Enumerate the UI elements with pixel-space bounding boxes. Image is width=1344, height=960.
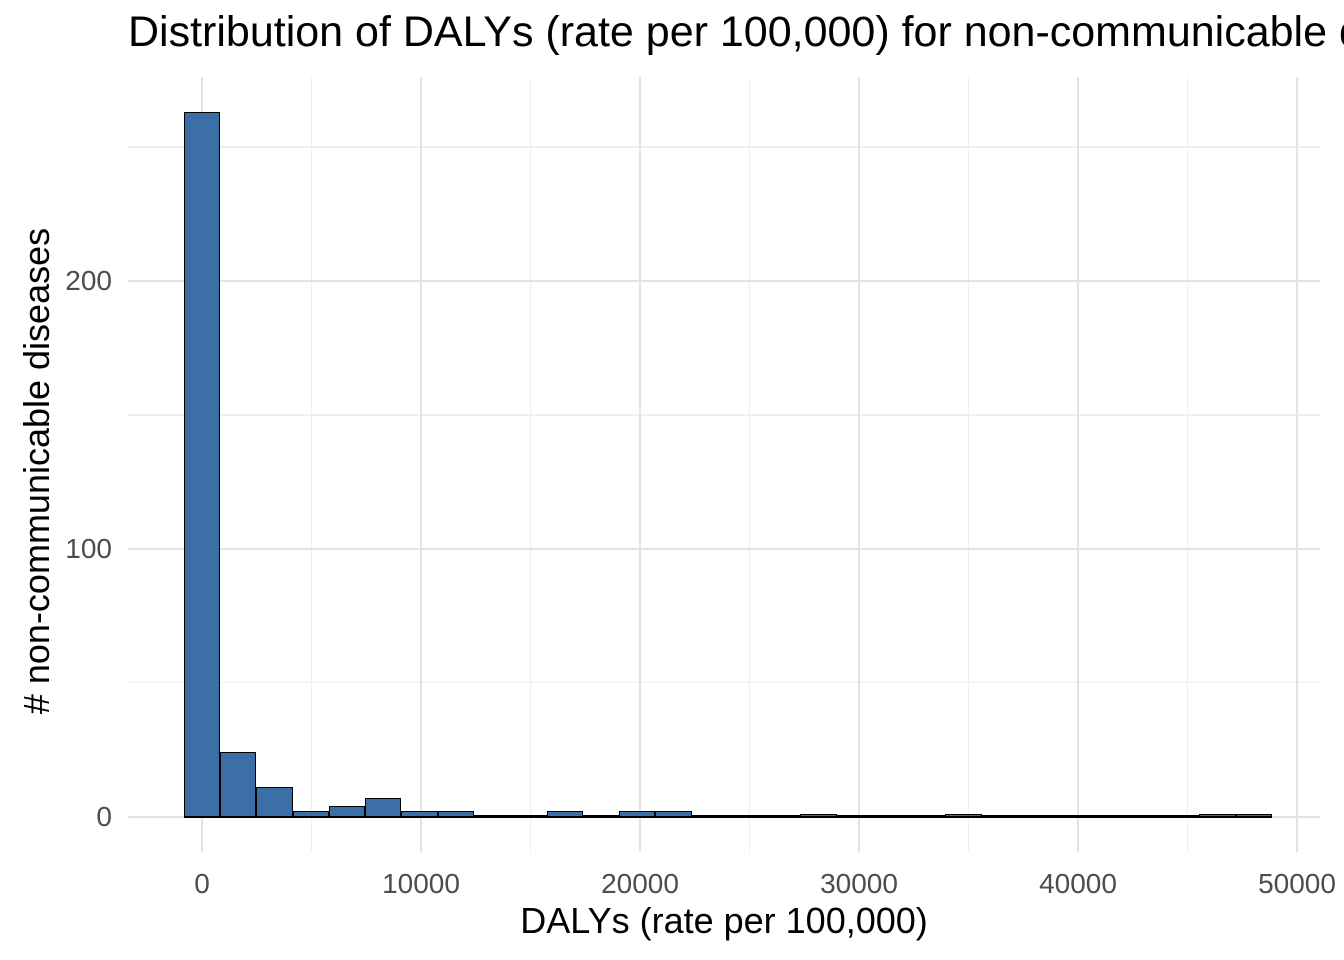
- histogram-bar: [292, 811, 329, 817]
- x-major-gridline: [639, 77, 641, 852]
- x-minor-gridline: [1186, 77, 1189, 852]
- histogram-bar: [655, 811, 692, 817]
- y-tick-label: 100: [65, 532, 112, 564]
- y-major-gridline: [128, 547, 1320, 550]
- x-major-gridline: [1077, 77, 1079, 852]
- x-minor-gridline: [967, 77, 970, 852]
- y-major-gridline: [128, 279, 1320, 282]
- x-tick-label: 50000: [1258, 868, 1336, 899]
- plot-area: [128, 77, 1320, 852]
- x-tick-label: 40000: [1039, 868, 1117, 899]
- y-tick-label: 0: [96, 800, 112, 832]
- x-axis-title: DALYs (rate per 100,000): [520, 900, 928, 941]
- x-tick-label: 30000: [820, 868, 898, 899]
- x-minor-gridline: [529, 77, 532, 852]
- histogram-bar: [1235, 813, 1272, 817]
- histogram-bar: [800, 813, 837, 817]
- histogram-bar: [619, 811, 656, 817]
- histogram-bar: [401, 811, 438, 817]
- histogram-bar: [328, 805, 366, 817]
- x-major-gridline: [420, 77, 422, 852]
- histogram-bar: [1199, 813, 1236, 817]
- x-major-gridline: [858, 77, 860, 852]
- chart-title: Distribution of DALYs (rate per 100,000)…: [128, 8, 1344, 56]
- zero-count-baseline: [183, 815, 1272, 818]
- x-minor-gridline: [748, 77, 751, 852]
- x-tick-label: 20000: [601, 868, 679, 899]
- histogram-bar: [437, 811, 474, 817]
- x-tick-label: 0: [194, 868, 210, 899]
- histogram-bar: [256, 787, 293, 817]
- x-tick-label: 10000: [382, 868, 460, 899]
- y-minor-gridline: [128, 681, 1320, 684]
- y-minor-gridline: [128, 146, 1320, 148]
- histogram-bar: [220, 752, 257, 817]
- histogram-bar: [183, 112, 221, 817]
- histogram-bar: [945, 813, 982, 817]
- x-minor-gridline: [310, 77, 313, 852]
- histogram-bar: [365, 797, 402, 817]
- y-tick-label: 200: [65, 264, 112, 296]
- y-minor-gridline: [128, 414, 1320, 416]
- x-major-gridline: [1296, 77, 1298, 852]
- histogram-bar: [546, 811, 583, 817]
